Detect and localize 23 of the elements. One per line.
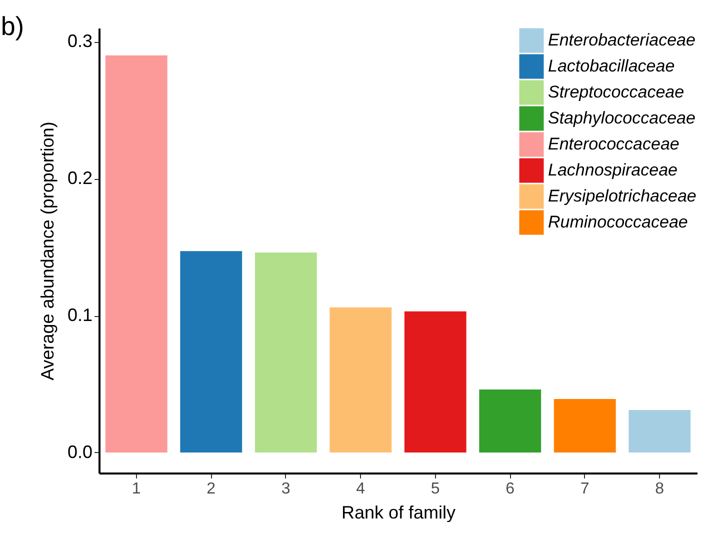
y-tick-label: 0.1 bbox=[67, 305, 92, 326]
x-tick-label: 8 bbox=[655, 480, 664, 498]
legend-label: Ruminococcaceae bbox=[548, 212, 688, 232]
x-tick-label: 1 bbox=[132, 480, 141, 498]
legend-label: Enterococcaceae bbox=[548, 134, 680, 154]
legend-label: Staphylococcaceae bbox=[548, 108, 696, 128]
legend-label: Streptococcaceae bbox=[548, 82, 684, 102]
y-tick-label: 0.2 bbox=[67, 168, 92, 188]
x-tick-label: 3 bbox=[281, 480, 290, 498]
x-axis-title: Rank of family bbox=[341, 502, 456, 522]
legend-label: Lachnospiraceae bbox=[548, 160, 678, 180]
y-axis-title: Average abundance (proportion) bbox=[37, 122, 58, 380]
legend-label: Enterobacteriaceae bbox=[548, 30, 696, 50]
y-tick-label: 0.0 bbox=[67, 442, 92, 462]
y-tick-label: 0.3 bbox=[67, 31, 92, 52]
text: b) bbox=[0, 11, 24, 41]
legend-label: Erysipelotrichaceae bbox=[548, 186, 696, 206]
x-tick-label: 4 bbox=[356, 480, 366, 498]
x-tick-label: 5 bbox=[430, 480, 440, 498]
x-tick-label: 2 bbox=[206, 480, 216, 498]
x-tick-label: 7 bbox=[580, 480, 590, 498]
x-tick-label: 6 bbox=[506, 480, 515, 498]
legend-label: Lactobacillaceae bbox=[548, 56, 675, 76]
